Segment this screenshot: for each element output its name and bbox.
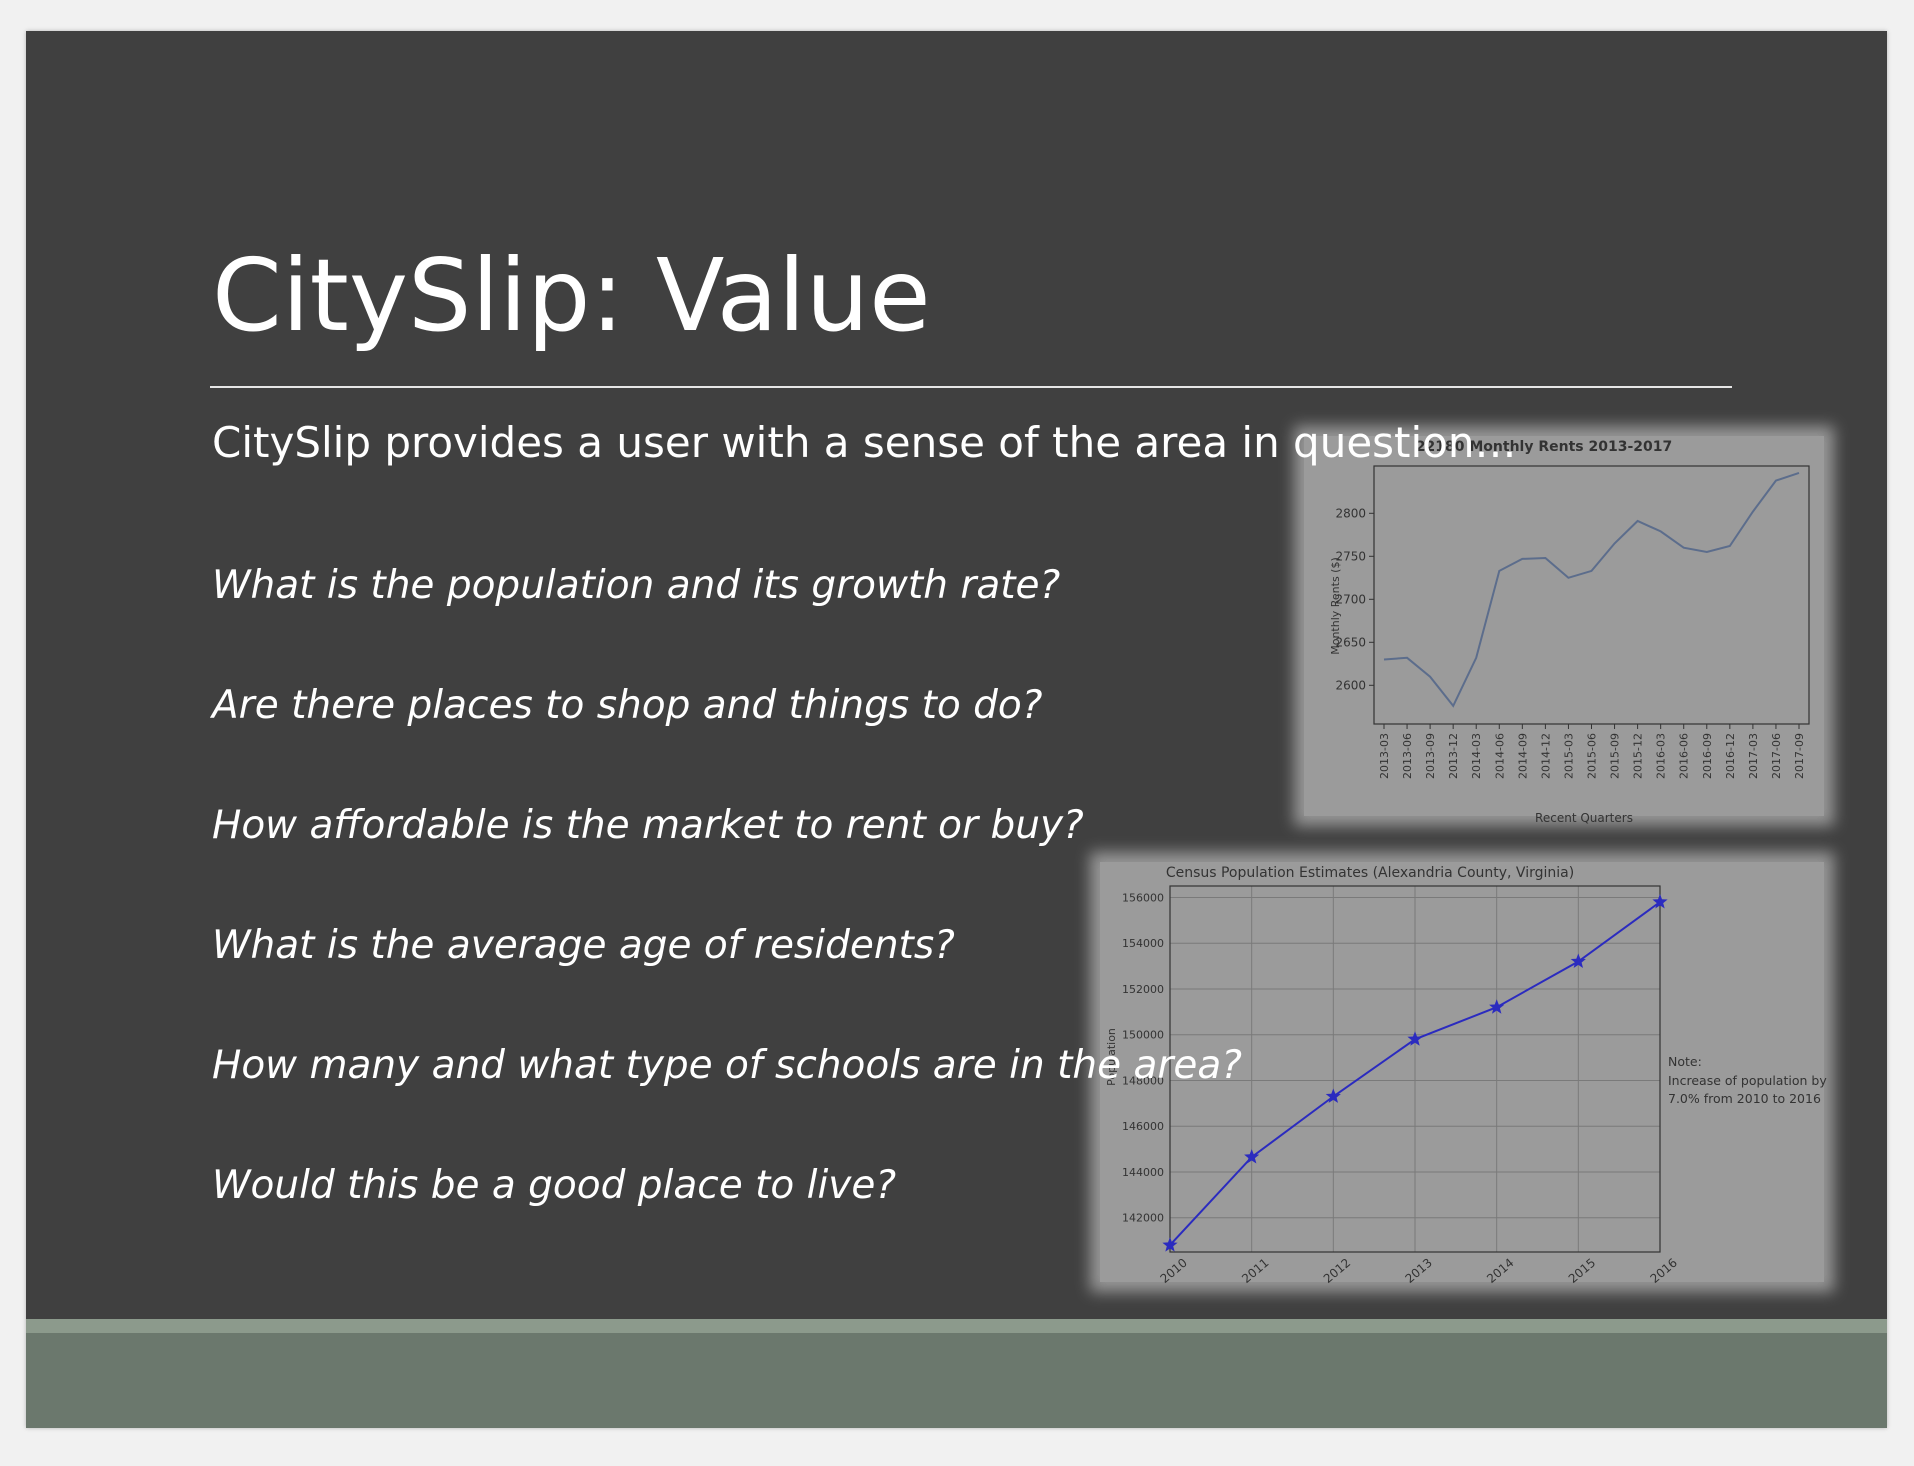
question-shopping: Are there places to shop and things to d… (212, 683, 1043, 728)
rent-chart-xlabel: Recent Quarters (1535, 811, 1633, 825)
population-chart-svg: Census Population Estimates (Alexandria … (1105, 865, 1827, 1286)
population-ytick-label: 144000 (1122, 1166, 1164, 1179)
population-xtick-label: 2014 (1484, 1256, 1516, 1286)
population-chart-frame (1169, 885, 1661, 1253)
population-point-star (1244, 1149, 1260, 1164)
rent-xtick-label: 2015-03 (1562, 733, 1575, 779)
rent-xtick-label: 2017-03 (1747, 733, 1760, 779)
rent-chart-frame (1373, 465, 1810, 725)
rent-xtick-label: 2013-06 (1401, 733, 1414, 779)
rent-xtick-label: 2014-03 (1470, 733, 1483, 779)
population-point-star (1407, 1031, 1423, 1046)
question-affordability: How affordable is the market to rent or … (212, 803, 1084, 848)
population-note-line-2: 7.0% from 2010 to 2016 (1668, 1091, 1821, 1106)
slide-title: CitySlip: Value (212, 237, 931, 354)
rent-xtick-label: 2015-06 (1586, 733, 1599, 779)
rent-series-line (1383, 471, 1800, 708)
population-point-star (1325, 1088, 1341, 1103)
question-average-age: What is the average age of residents? (212, 923, 955, 968)
population-ytick-label: 156000 (1122, 891, 1164, 904)
rent-ytick-label: 2650 (1335, 635, 1366, 649)
rent-xtick-label: 2016-03 (1655, 733, 1668, 779)
population-chart: Census Population Estimates (Alexandria … (1100, 862, 1827, 1286)
question-population: What is the population and its growth ra… (212, 563, 1061, 608)
rent-xtick-label: 2016-09 (1701, 733, 1714, 779)
population-xtick-label: 2013 (1403, 1256, 1435, 1286)
rent-xtick-label: 2015-12 (1632, 733, 1645, 779)
rent-xtick-label: 2014-09 (1516, 733, 1529, 779)
rent-xtick-label: 2016-12 (1724, 733, 1737, 779)
title-divider (210, 386, 1732, 388)
slide: CitySlip: Value 22180 Monthly Rents 2013… (26, 31, 1887, 1428)
rent-ytick-label: 2750 (1335, 549, 1366, 563)
population-ytick-label: 152000 (1122, 983, 1164, 996)
rent-chart-svg: 22180 Monthly Rents 2013-2017 Monthly Re… (1329, 439, 1810, 825)
slide-subtitle: CitySlip provides a user with a sense of… (212, 418, 1517, 467)
rent-xtick-label: 2016-06 (1678, 733, 1691, 779)
rent-xtick-label: 2013-12 (1447, 733, 1460, 779)
population-point-star (1489, 999, 1505, 1014)
population-xtick-label: 2010 (1158, 1256, 1190, 1286)
rent-xtick-label: 2015-09 (1609, 733, 1622, 779)
rent-ytick-label: 2800 (1335, 506, 1366, 520)
population-chart-ylabel: Population (1105, 1028, 1118, 1086)
question-good-place: Would this be a good place to live? (212, 1163, 897, 1208)
rent-ytick-label: 2600 (1335, 678, 1366, 692)
rent-xtick-label: 2013-03 (1378, 733, 1391, 779)
rent-chart: 22180 Monthly Rents 2013-2017 Monthly Re… (1304, 436, 1824, 825)
question-schools: How many and what type of schools are in… (212, 1043, 1242, 1088)
rent-xtick-label: 2017-09 (1793, 733, 1806, 779)
population-ytick-label: 146000 (1122, 1120, 1164, 1133)
population-ytick-label: 154000 (1122, 937, 1164, 950)
population-note-line-1: Increase of population by (1668, 1073, 1827, 1088)
rent-xtick-label: 2014-12 (1539, 733, 1552, 779)
population-ytick-label: 150000 (1122, 1029, 1164, 1042)
rent-chart-ylabel: Monthly Rents ($) (1329, 557, 1342, 655)
rent-xtick-label: 2017-06 (1770, 733, 1783, 779)
population-xtick-label: 2016 (1648, 1256, 1680, 1286)
rent-xtick-label: 2014-06 (1493, 733, 1506, 779)
population-xtick-label: 2012 (1321, 1256, 1353, 1286)
rent-ytick-label: 2700 (1335, 592, 1366, 606)
population-point-star (1162, 1237, 1178, 1252)
population-xtick-label: 2015 (1566, 1256, 1598, 1286)
population-chart-title: Census Population Estimates (Alexandria … (1166, 865, 1574, 881)
footer-band (26, 1333, 1887, 1428)
population-ytick-label: 142000 (1122, 1212, 1164, 1225)
rent-chart-title: 22180 Monthly Rents 2013-2017 (1416, 439, 1672, 455)
rent-xtick-label: 2013-09 (1424, 733, 1437, 779)
footer-accent-band (26, 1319, 1887, 1333)
population-note-label: Note: (1668, 1054, 1702, 1069)
population-ytick-label: 148000 (1122, 1074, 1164, 1087)
population-xtick-label: 2011 (1239, 1256, 1271, 1286)
population-point-star (1652, 894, 1668, 909)
population-point-star (1570, 953, 1586, 968)
